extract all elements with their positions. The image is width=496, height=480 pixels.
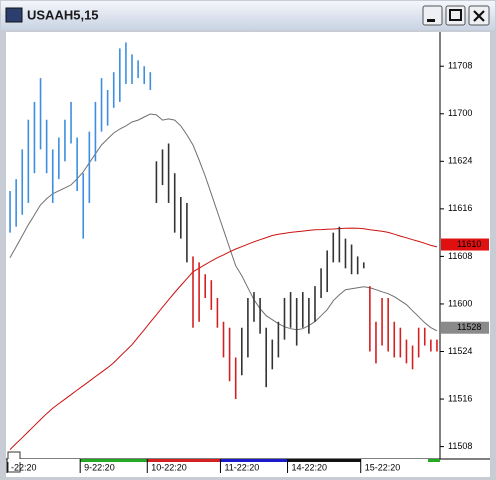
- app-icon: [5, 7, 23, 23]
- x-tick-label: 11-22:20: [224, 462, 259, 472]
- title-bar: [1, 1, 495, 30]
- x-tick-label: 10-22:20: [151, 462, 187, 472]
- x-tick-label: -22:20: [11, 462, 37, 472]
- moving-average: [9, 227, 438, 450]
- y-tick-label: 11624: [448, 156, 472, 166]
- y-tick-label: 11708: [448, 61, 472, 71]
- y-tick-label: 11516: [448, 393, 472, 403]
- session-strip: [80, 459, 148, 462]
- x-tick-label: 9-22:20: [84, 462, 115, 472]
- moving-average: [9, 113, 438, 332]
- y-tick-label: 11524: [448, 346, 472, 356]
- y-tick-label: 11600: [448, 298, 472, 308]
- price-marker-label: 11528: [457, 322, 481, 332]
- y-tick-label: 11608: [448, 251, 472, 261]
- session-strip: [220, 459, 288, 462]
- y-tick-label: 11700: [448, 108, 472, 118]
- session-strip: [360, 459, 440, 462]
- session-strip: [287, 459, 361, 462]
- chart-area: [6, 32, 490, 477]
- minimize-button[interactable]: [422, 5, 443, 26]
- price-marker-label: 11610: [457, 239, 481, 249]
- session-strip: [7, 459, 81, 462]
- y-tick-label: 11508: [448, 441, 472, 451]
- session-strip: [428, 459, 440, 462]
- price-marker: [441, 321, 489, 334]
- x-tick-label: 14-22:20: [292, 462, 328, 472]
- session-strip: [147, 459, 221, 462]
- maximize-button[interactable]: [445, 5, 466, 26]
- window-title: USAAH5,15: [27, 7, 99, 22]
- x-tick-label: 15-22:20: [365, 462, 401, 472]
- close-button[interactable]: [468, 5, 490, 26]
- price-marker: [441, 238, 489, 251]
- y-tick-label: 11616: [448, 203, 472, 213]
